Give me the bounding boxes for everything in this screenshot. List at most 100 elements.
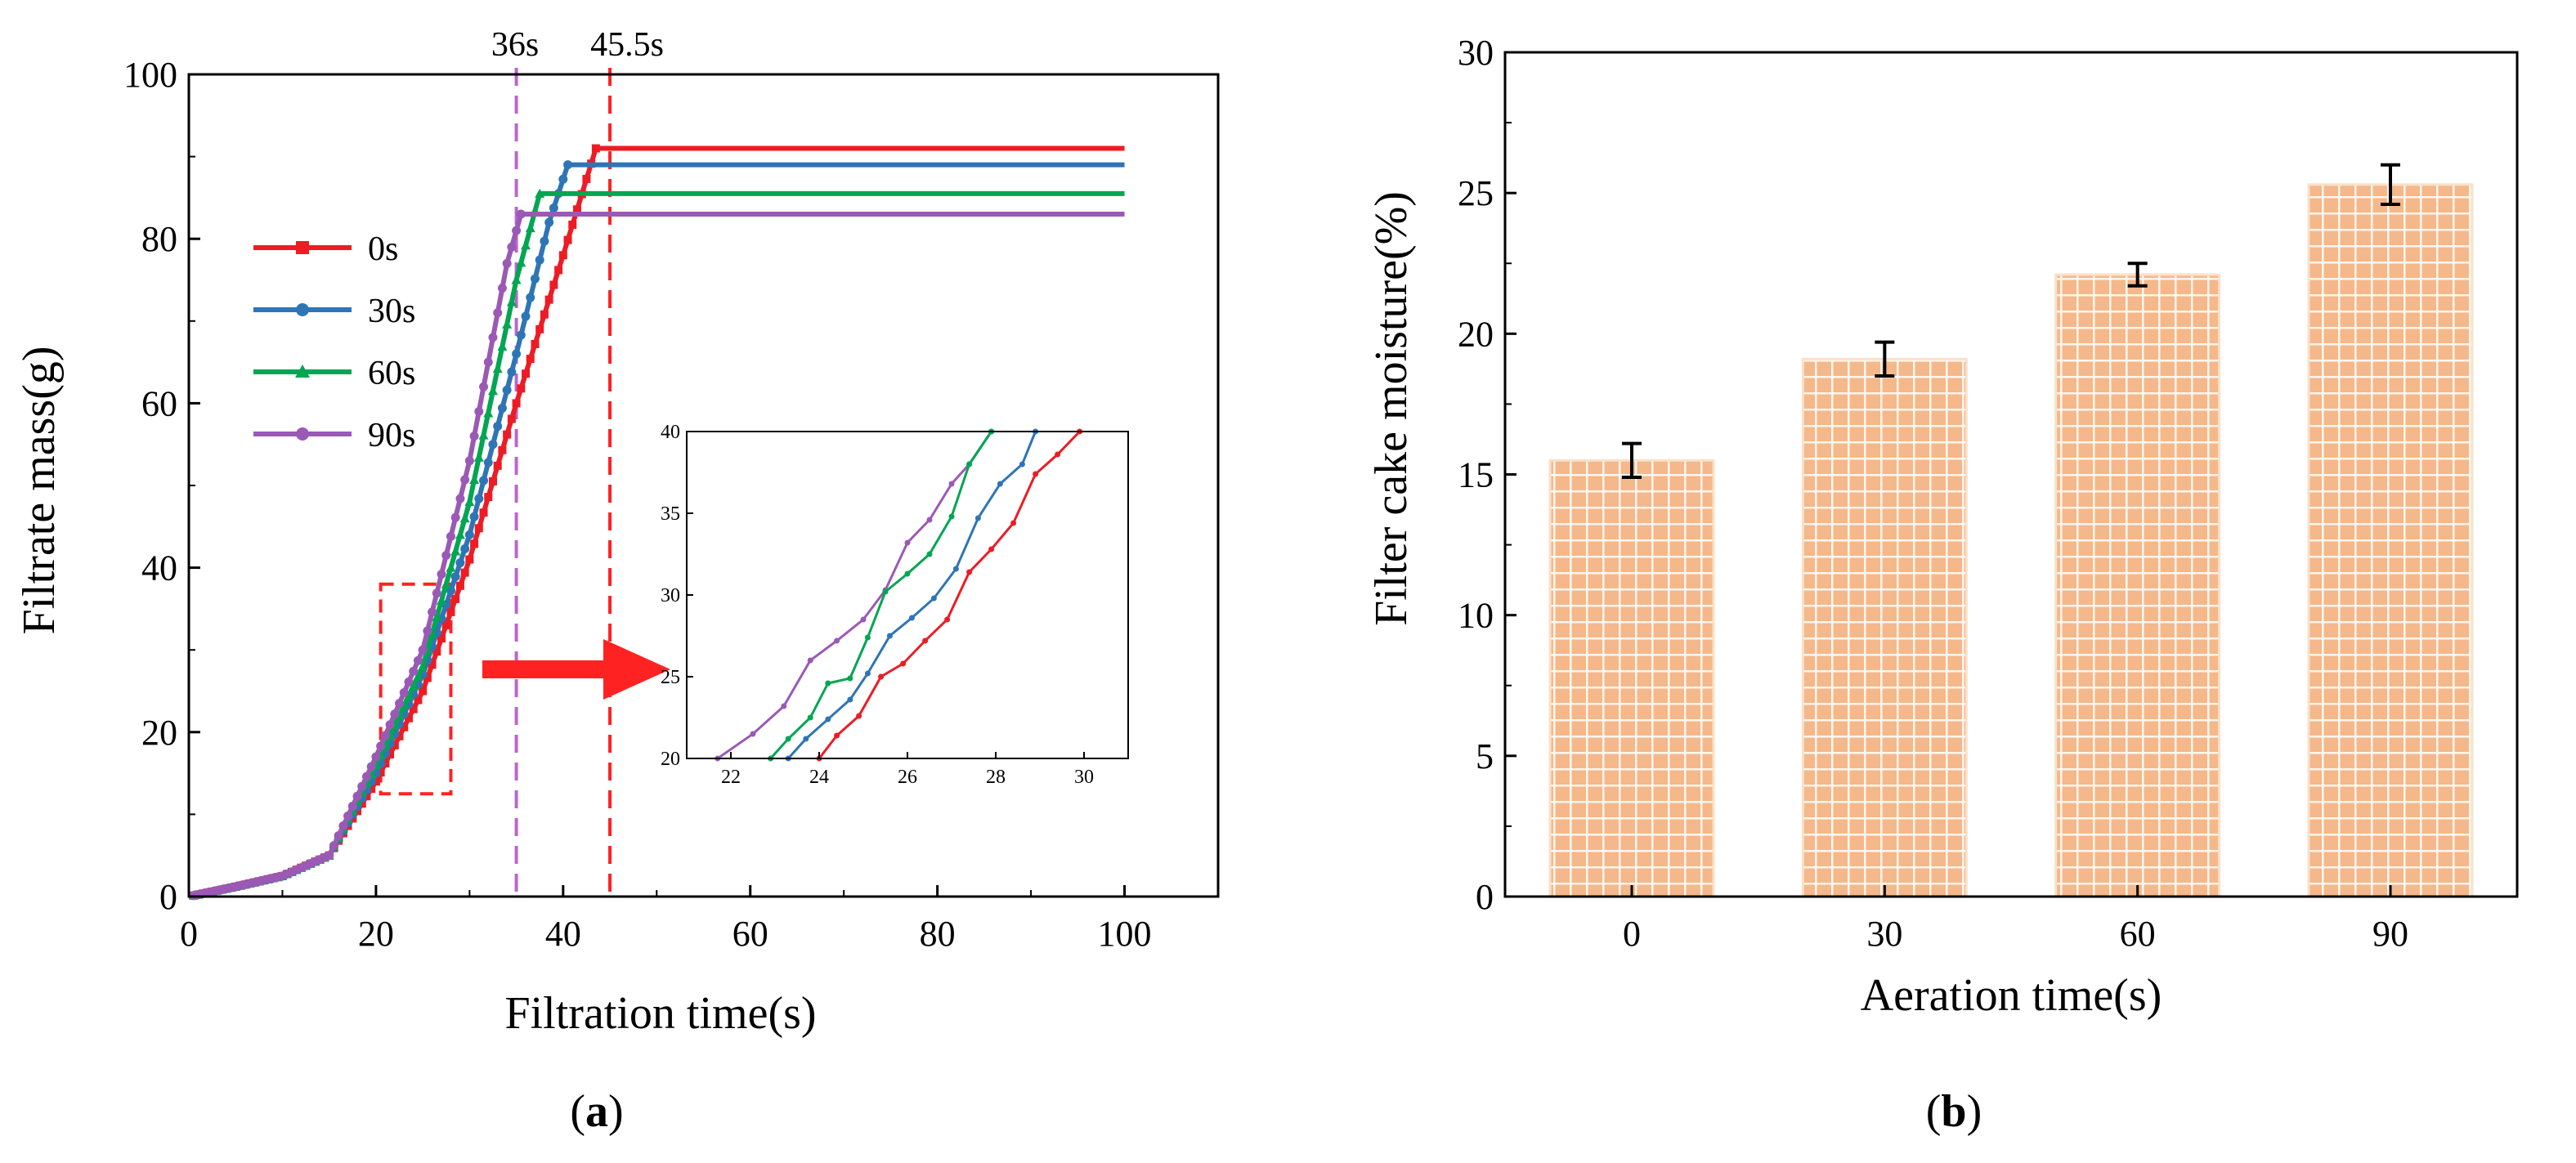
- series-point-60s: [418, 661, 428, 671]
- series-point-90s: [432, 588, 441, 598]
- series-point-90s: [352, 791, 362, 801]
- legend-label-0s: 0s: [368, 230, 398, 268]
- inset-ticks: 22 24 26 28 30 20 25 30 35 40: [661, 422, 1094, 788]
- series-point-30s: [450, 572, 460, 582]
- series-point-0s: [390, 740, 399, 749]
- inset-point-90s: [781, 703, 787, 709]
- inset-y-tick-label: 40: [661, 422, 680, 443]
- series-point-0s: [479, 508, 488, 517]
- series-point-90s: [502, 258, 512, 268]
- series-point-60s: [455, 530, 465, 539]
- series-point-0s: [404, 713, 413, 722]
- inset-marks: [715, 428, 1083, 762]
- series-point-30s: [507, 367, 517, 377]
- series-point-0s: [455, 581, 464, 590]
- panel-a-xlabel: Filtration time(s): [504, 988, 816, 1039]
- inset-point-60s: [904, 570, 911, 577]
- series-point-90s: [409, 666, 419, 676]
- series-point-0s: [395, 731, 404, 740]
- series-point-30s: [483, 458, 493, 467]
- inset-point-30s: [803, 736, 809, 742]
- inset-point-90s: [807, 657, 813, 664]
- series-point-90s: [437, 570, 446, 579]
- inset-point-0s: [900, 660, 907, 667]
- inset-y-tick-label: 30: [661, 585, 680, 606]
- series-point-0s: [568, 220, 577, 229]
- panel-b-ylabel: Filter cake moisture(%): [1366, 191, 1417, 626]
- inset-point-60s: [966, 461, 973, 467]
- inset-point-60s: [825, 680, 831, 687]
- series-point-0s: [526, 355, 535, 364]
- zoom-arrow: [482, 639, 670, 700]
- legend-marker-90s: [296, 427, 309, 441]
- series-point-0s: [376, 768, 385, 777]
- panel-a-ticks: 0 20 40 60 80 100 0 20 40 60 80 100: [123, 55, 1152, 954]
- panel-a-vline-label-36s: 36s: [491, 26, 539, 64]
- series-point-30s: [469, 512, 479, 521]
- series-point-90s: [488, 333, 498, 342]
- series-point-60s: [408, 681, 419, 691]
- series-point-60s: [399, 700, 410, 710]
- series-point-30s: [488, 440, 498, 450]
- series-point-30s: [455, 558, 465, 568]
- series-point-90s: [413, 655, 423, 665]
- panel-a-ylabel: Filtrate mass(g): [14, 346, 65, 634]
- series-point-0s: [414, 696, 423, 705]
- series-point-90s: [418, 645, 428, 655]
- panel-a-marks: [188, 68, 1125, 901]
- series-point-60s: [403, 691, 414, 700]
- inset-point-30s: [997, 481, 1003, 487]
- y-tick-label: 80: [141, 219, 177, 259]
- bar-30: [1801, 357, 1968, 898]
- series-point-90s: [399, 688, 409, 698]
- series-point-0s: [460, 568, 469, 577]
- legend-label-90s: 90s: [368, 417, 415, 454]
- series-point-0s: [470, 539, 479, 548]
- bar-0: [1548, 458, 1715, 898]
- y-tick-label: 5: [1476, 736, 1494, 776]
- series-point-0s: [563, 235, 572, 244]
- x-tick-label: 60: [732, 914, 768, 954]
- series-point-30s: [549, 203, 558, 212]
- inset-point-90s: [860, 616, 867, 623]
- series-point-90s: [474, 406, 484, 416]
- series-point-90s: [469, 432, 479, 441]
- series-point-0s: [531, 339, 540, 348]
- inset-point-60s: [864, 634, 871, 641]
- y-tick-label: 20: [141, 713, 177, 753]
- series-point-30s: [563, 160, 573, 170]
- series-point-90s: [395, 699, 405, 709]
- inset-point-60s: [948, 513, 955, 520]
- series-point-0s: [357, 799, 366, 808]
- y-tick-label: 30: [1458, 33, 1494, 73]
- inset-point-0s: [1055, 451, 1061, 458]
- series-point-90s: [493, 308, 503, 318]
- series-point-0s: [419, 687, 428, 696]
- series-point-60s: [516, 257, 526, 267]
- inset-point-0s: [878, 673, 885, 680]
- series-point-60s: [432, 611, 442, 621]
- series-point-30s: [460, 543, 470, 553]
- panel-b-label-letter: b: [1941, 1086, 1966, 1137]
- x-tick-label: 20: [358, 914, 394, 954]
- series-point-90s: [338, 821, 348, 830]
- series-point-0s: [381, 759, 390, 768]
- series-point-90s: [428, 607, 437, 617]
- series-point-60s: [459, 513, 470, 523]
- series-point-0s: [386, 749, 395, 758]
- x-tick-label-0: 0: [1623, 914, 1641, 954]
- series-point-60s: [535, 188, 545, 198]
- series-point-0s: [451, 594, 460, 603]
- inset-point-0s: [966, 569, 973, 575]
- inset-point-30s: [886, 633, 893, 639]
- x-tick-label: 40: [545, 914, 581, 954]
- series-point-90s: [390, 709, 400, 719]
- series-point-0s: [493, 461, 502, 470]
- inset-point-30s: [847, 696, 853, 703]
- series-point-30s: [446, 586, 455, 596]
- inset-point-0s: [856, 713, 862, 719]
- y-tick-label: 100: [123, 55, 177, 95]
- inset-point-30s: [864, 670, 871, 677]
- inset-y-tick-label: 20: [661, 749, 680, 770]
- series-point-0s: [441, 621, 450, 630]
